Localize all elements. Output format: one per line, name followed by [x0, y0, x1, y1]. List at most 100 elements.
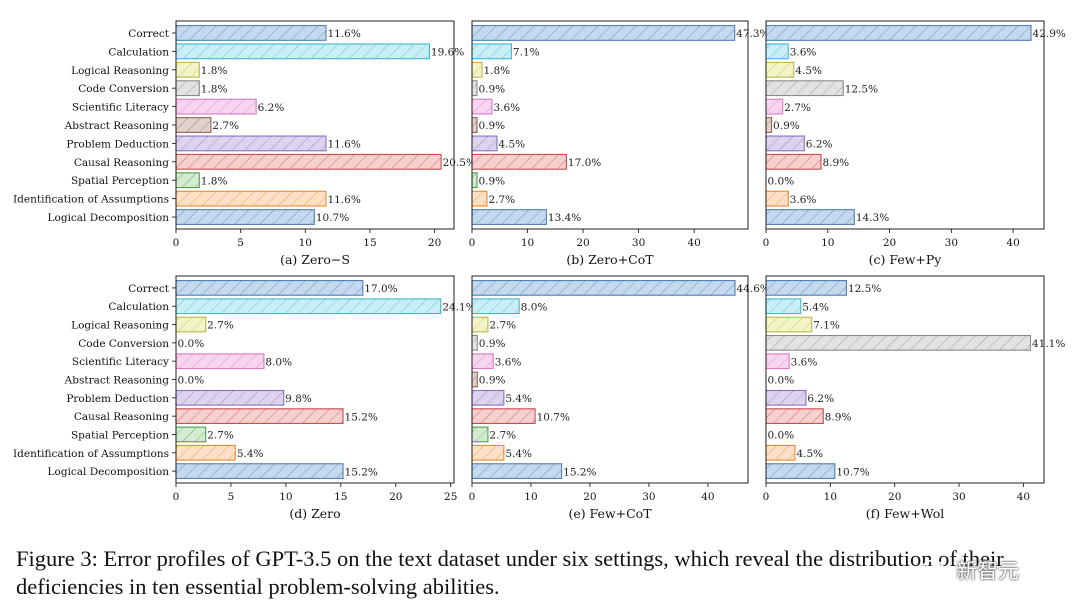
x-tick-label: 20: [389, 491, 402, 503]
data-label-causal-reasoning: 17.0%: [568, 157, 601, 169]
panel-title: (b) Zero+CoT: [566, 252, 654, 267]
x-tick-label: 0: [469, 491, 476, 503]
bar-correct: [175, 25, 327, 41]
data-label-logical-reasoning: 1.8%: [201, 65, 228, 77]
bar-code-conversion: [471, 334, 478, 351]
bar-causal-reasoning: [175, 408, 344, 425]
bar-logical-reasoning: [175, 316, 207, 333]
x-tick-label: 25: [444, 491, 457, 503]
bar-calculation: [471, 43, 512, 60]
category-label-abstract-reasoning: Abstract Reasoning: [64, 375, 170, 387]
x-tick-label: 20: [883, 237, 896, 249]
bar-correct: [765, 280, 847, 296]
bar-problem-deduction: [175, 389, 285, 406]
figure-caption: Figure 3: Error profiles of GPT-3.5 on t…: [16, 546, 1004, 599]
category-label-correct: Correct: [128, 28, 169, 40]
panel-title: (a) Zero−S: [280, 252, 350, 267]
category-label-abstract-reasoning: Abstract Reasoning: [64, 120, 170, 132]
bar-abstract-reasoning: [471, 371, 478, 388]
bar-causal-reasoning: [765, 153, 822, 170]
x-tick-label: 30: [642, 491, 655, 503]
bar-logical-decomposition: [765, 209, 855, 225]
bar-causal-reasoning: [765, 408, 824, 425]
x-tick-label: 40: [1017, 491, 1030, 503]
data-label-spatial-perception: 2.7%: [489, 430, 516, 442]
data-label-identification-of-assumptions: 5.4%: [505, 448, 532, 460]
bar-abstract-reasoning: [175, 117, 212, 133]
data-label-code-conversion: 0.9%: [479, 338, 506, 350]
data-label-scientific-literacy: 3.6%: [791, 356, 818, 368]
bar-correct: [471, 280, 736, 296]
category-label-spatial-perception: Spatial Perception: [71, 429, 169, 441]
data-label-spatial-perception: 0.9%: [478, 175, 505, 187]
x-tick-label: 15: [363, 237, 376, 249]
data-label-calculation: 5.4%: [802, 301, 829, 313]
category-label-causal-reasoning: Causal Reasoning: [74, 157, 169, 169]
category-label-calculation: Calculation: [108, 46, 169, 58]
x-tick-label: 15: [334, 491, 347, 503]
data-label-code-conversion: 1.8%: [201, 83, 228, 95]
data-label-abstract-reasoning: 0.9%: [773, 120, 800, 132]
category-label-problem-deduction: Problem Deduction: [66, 138, 169, 150]
bar-problem-deduction: [175, 135, 327, 152]
category-label-logical-reasoning: Logical Reasoning: [71, 320, 169, 332]
category-label-correct: Correct: [128, 283, 169, 295]
data-label-calculation: 7.1%: [513, 47, 540, 59]
chart-panel-1: 11.6% Correct 19.6% Calculation 1.8% Logical …: [13, 20, 476, 267]
data-label-identification-of-assumptions: 4.5%: [796, 448, 823, 460]
data-label-causal-reasoning: 20.5%: [443, 157, 476, 169]
bar-logical-reasoning: [175, 61, 200, 78]
data-label-correct: 47.3%: [736, 28, 769, 40]
category-label-logical-decomposition: Logical Decomposition: [48, 466, 170, 478]
data-label-scientific-literacy: 2.7%: [784, 102, 811, 114]
bar-identification-of-assumptions: [175, 190, 327, 207]
category-label-code-conversion: Code Conversion: [78, 338, 169, 350]
panel-title: (e) Few+CoT: [568, 506, 652, 521]
category-label-identification-of-assumptions: Identification of Assumptions: [13, 194, 169, 206]
data-label-code-conversion: 12.5%: [845, 83, 878, 95]
bar-spatial-perception: [175, 426, 207, 443]
bar-calculation: [175, 43, 430, 60]
data-label-spatial-perception: 0.0%: [768, 430, 795, 442]
data-label-causal-reasoning: 8.9%: [822, 157, 849, 169]
data-label-abstract-reasoning: 0.9%: [478, 120, 505, 132]
data-label-code-conversion: 41.1%: [1032, 338, 1065, 350]
x-tick-label: 20: [583, 491, 596, 503]
bar-identification-of-assumptions: [471, 444, 505, 461]
x-tick-label: 40: [687, 237, 700, 249]
bar-logical-reasoning: [765, 61, 795, 78]
category-label-scientific-literacy: Scientific Literacy: [72, 356, 169, 368]
category-label-logical-reasoning: Logical Reasoning: [71, 65, 169, 77]
x-tick-label: 20: [576, 237, 589, 249]
data-label-problem-deduction: 4.5%: [498, 139, 525, 151]
bar-scientific-literacy: [175, 353, 265, 370]
x-tick-label: 40: [1006, 237, 1019, 249]
data-label-abstract-reasoning: 0.9%: [479, 375, 506, 387]
category-label-causal-reasoning: Causal Reasoning: [74, 411, 169, 423]
chart-panel-4: 17.0% Correct 24.1% Calculation 2.7% Logical …: [13, 275, 476, 521]
data-label-calculation: 8.0%: [521, 301, 548, 313]
x-tick-label: 5: [237, 237, 244, 249]
bar-logical-reasoning: [471, 316, 489, 333]
data-label-logical-reasoning: 1.8%: [483, 65, 510, 77]
bar-scientific-literacy: [471, 353, 494, 370]
bar-identification-of-assumptions: [471, 190, 488, 207]
plot-frame: [175, 275, 455, 484]
watermark-text: 新智元: [956, 559, 1019, 583]
data-label-calculation: 19.6%: [431, 47, 464, 59]
x-tick-label: 10: [824, 491, 837, 503]
x-tick-label: 0: [763, 491, 770, 503]
plot-frame: [765, 275, 1045, 484]
data-label-causal-reasoning: 8.9%: [825, 411, 852, 423]
bar-correct: [471, 25, 736, 41]
data-label-logical-decomposition: 10.7%: [836, 466, 869, 478]
category-label-identification-of-assumptions: Identification of Assumptions: [13, 448, 169, 460]
chart-panel-3: 42.9% 3.6% 4.5% 12.5% 2.7% 0.9% 6.2% 8.9% 0.0% 3.…: [763, 20, 1066, 267]
charts-canvas: 11.6% Correct 19.6% Calculation 1.8% Logical …: [13, 20, 1066, 521]
data-label-scientific-literacy: 3.6%: [495, 356, 522, 368]
bar-logical-decomposition: [765, 463, 836, 479]
category-label-calculation: Calculation: [108, 301, 169, 313]
bar-problem-deduction: [471, 389, 505, 406]
x-tick-label: 30: [632, 237, 645, 249]
data-label-scientific-literacy: 8.0%: [265, 356, 292, 368]
